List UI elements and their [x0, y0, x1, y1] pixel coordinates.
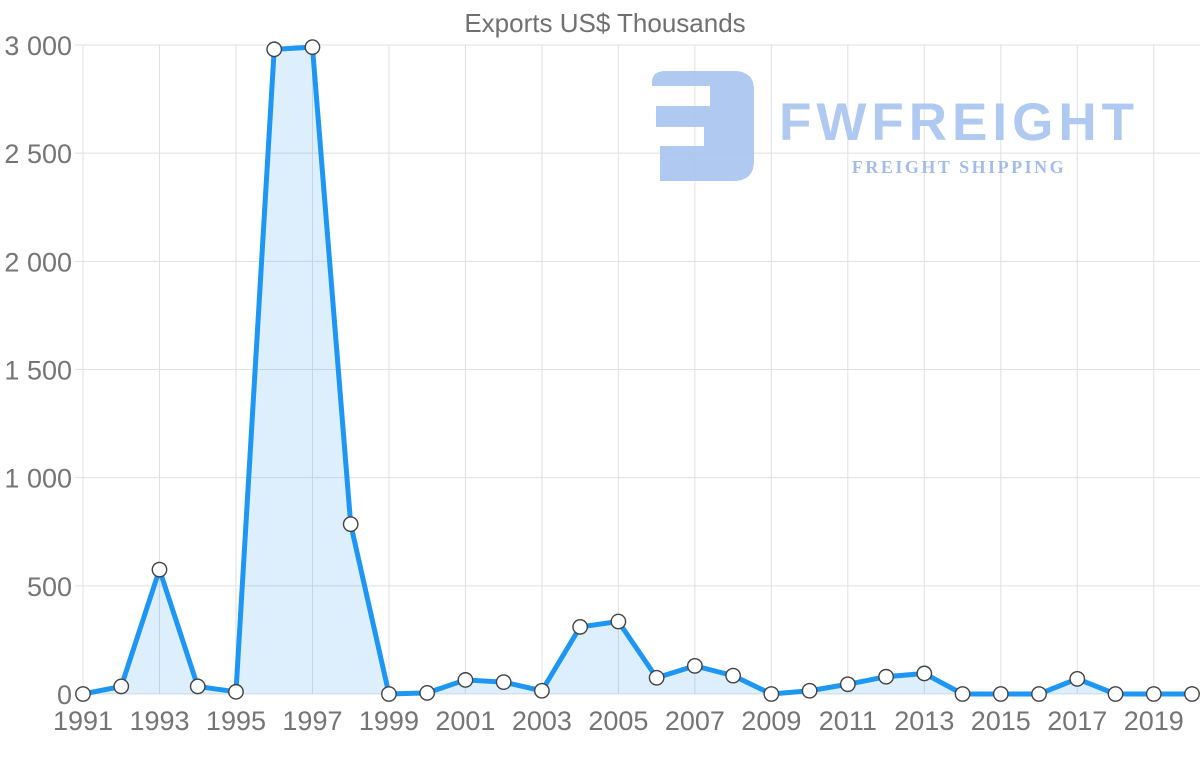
y-tick-label-1000: 1 000	[4, 464, 72, 494]
y-tick-label-0: 0	[57, 680, 72, 710]
x-tick-label-1995: 1995	[206, 706, 266, 736]
x-tick-label-2005: 2005	[588, 706, 648, 736]
x-tick-label-2015: 2015	[971, 706, 1031, 736]
data-point-1996[interactable]	[266, 41, 283, 58]
x-tick-label-1993: 1993	[129, 706, 189, 736]
data-point-2011[interactable]	[839, 676, 856, 693]
fwfreight-logo-icon	[652, 71, 754, 181]
x-tick-label-2001: 2001	[435, 706, 495, 736]
data-point-1998[interactable]	[342, 516, 359, 533]
data-point-2017[interactable]	[1069, 670, 1086, 687]
series-area-fill	[83, 47, 1192, 695]
data-point-2002[interactable]	[495, 674, 512, 691]
chart-title: Exports US$ Thousands	[464, 8, 746, 38]
data-point-1999[interactable]	[381, 686, 397, 702]
y-tick-label-2000: 2 000	[4, 247, 72, 277]
data-point-1997[interactable]	[304, 39, 321, 56]
data-point-2006[interactable]	[648, 669, 665, 686]
data-point-2004[interactable]	[572, 619, 589, 635]
x-tick-label-1999: 1999	[359, 706, 419, 736]
data-point-1993[interactable]	[151, 561, 168, 578]
x-tick-label-2017: 2017	[1047, 706, 1107, 736]
data-point-2009[interactable]	[763, 686, 780, 702]
data-point-2012[interactable]	[878, 668, 894, 685]
data-point-2018[interactable]	[1107, 686, 1124, 702]
y-tick-label-1500: 1 500	[4, 356, 72, 386]
data-point-2016[interactable]	[1031, 686, 1047, 702]
data-point-2019[interactable]	[1145, 686, 1162, 702]
logo-text-block: FWFREIGHT FREIGHT SHIPPING	[779, 70, 1139, 181]
data-point-2000[interactable]	[419, 685, 436, 701]
data-point-2001[interactable]	[457, 672, 474, 688]
x-tick-label-1997: 1997	[282, 706, 342, 736]
logo-brand-text: FWFREIGHT	[779, 93, 1139, 152]
data-point-2003[interactable]	[533, 682, 550, 699]
data-point-1991[interactable]	[75, 686, 91, 702]
data-point-2015[interactable]	[992, 686, 1009, 702]
data-point-2008[interactable]	[725, 667, 742, 684]
data-point-1994[interactable]	[189, 678, 206, 695]
x-tick-label-2011: 2011	[819, 706, 877, 736]
x-tick-label-2009: 2009	[741, 706, 801, 736]
data-point-2010[interactable]	[801, 682, 818, 699]
data-point-2007[interactable]	[686, 657, 703, 674]
x-tick-label-2013: 2013	[894, 706, 954, 736]
data-point-2013[interactable]	[916, 665, 933, 682]
y-tick-label-500: 500	[27, 572, 72, 602]
data-point-1992[interactable]	[113, 678, 130, 695]
y-tick-label-3000: 3 000	[4, 31, 72, 61]
x-tick-label-2019: 2019	[1124, 706, 1184, 736]
data-point-2020[interactable]	[1184, 686, 1200, 702]
data-point-1995[interactable]	[228, 683, 244, 700]
x-tick-label-2007: 2007	[665, 706, 725, 736]
data-point-2014[interactable]	[954, 686, 971, 702]
data-point-2005[interactable]	[610, 613, 627, 630]
x-tick-label-1991: 1991	[53, 706, 113, 736]
watermark-logo: FWFREIGHT FREIGHT SHIPPING	[652, 70, 1139, 181]
x-tick-label-2003: 2003	[512, 706, 572, 736]
logo-tagline-text: FREIGHT SHIPPING	[851, 157, 1067, 177]
y-tick-label-2500: 2 500	[4, 139, 72, 169]
